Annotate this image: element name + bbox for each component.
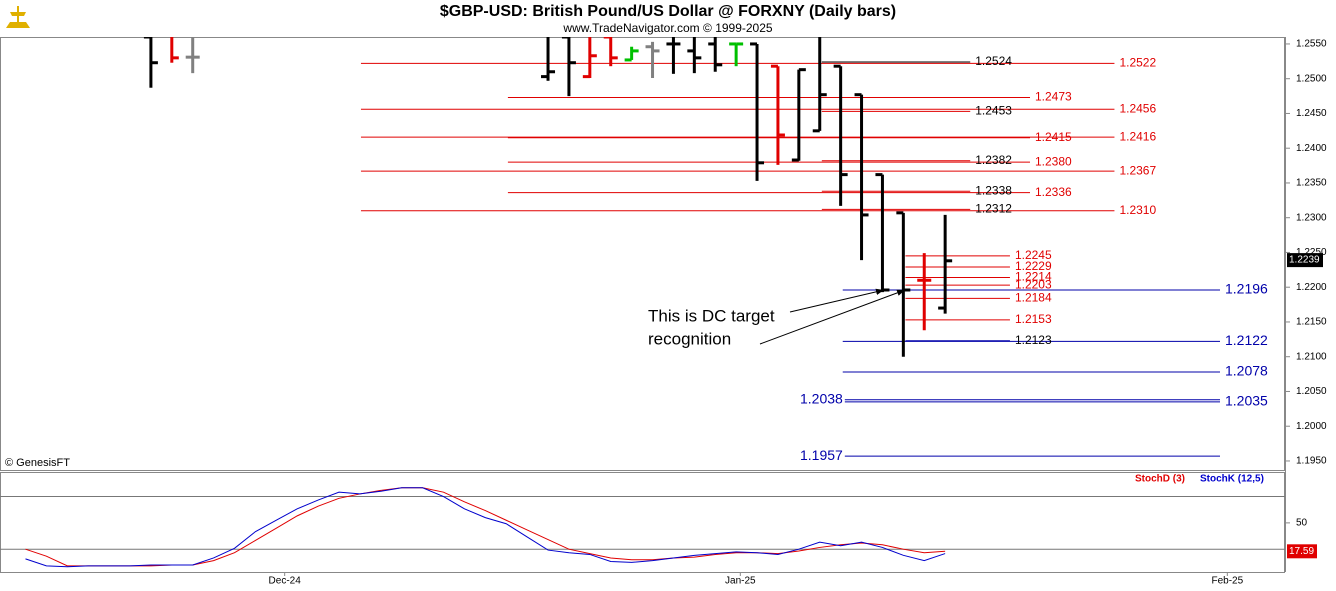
- credit: © GenesisFT: [5, 457, 70, 469]
- last-price-box: [1287, 253, 1323, 268]
- y-tick-label: 1.2000: [1296, 421, 1327, 432]
- arrow: [759, 289, 906, 345]
- annotation: This is DC target: [648, 306, 775, 325]
- annotation: recognition: [648, 329, 731, 348]
- level-label: 1.2524: [975, 54, 1012, 68]
- level-label: 1.1957: [800, 447, 843, 463]
- level-label: 1.2453: [975, 104, 1012, 118]
- level-label: 1.2415: [1035, 130, 1072, 144]
- price-plot: 1.2522 1.2456 1.2416 1.2367 1.2310 1.2473 1.24…: [143, 37, 1268, 463]
- y-tick-label: 1.2100: [1296, 351, 1327, 362]
- y-tick-label: 1.2200: [1296, 282, 1327, 293]
- stoch-line: [25, 487, 946, 568]
- price-panel: [0, 37, 1285, 471]
- stoch-plot: [0, 487, 1285, 568]
- arrow: [789, 288, 885, 313]
- level-label: 1.2338: [975, 183, 1012, 197]
- level-label: 1.2229: [1015, 259, 1052, 273]
- level-label: 1.2312: [975, 202, 1012, 216]
- level-label: 1.2245: [1015, 248, 1052, 262]
- level-label: 1.2522: [1119, 56, 1156, 70]
- level-label: 1.2196: [1225, 281, 1268, 297]
- level-label: 1.2203: [1015, 277, 1052, 291]
- legend-entry: StochD (3): [1135, 474, 1185, 485]
- y-tick-label: 1.2550: [1296, 39, 1327, 50]
- y-tick-label: 1.2300: [1296, 212, 1327, 223]
- y-tick-label: 1.2250: [1296, 247, 1327, 258]
- y-tick-label: 1.2150: [1296, 317, 1327, 328]
- level-label: 1.2336: [1035, 185, 1072, 199]
- y-tick-label: 1.2050: [1296, 386, 1327, 397]
- y-tick-label: 1.2450: [1296, 108, 1327, 119]
- last-value-label: 17.59: [1289, 546, 1314, 557]
- level-label: 1.2367: [1119, 163, 1156, 177]
- level-label: 1.2153: [1015, 312, 1052, 326]
- legend-entry: StochK (12,5): [1200, 474, 1264, 485]
- level-label: 1.2456: [1119, 101, 1156, 115]
- level-label: 1.2473: [1035, 90, 1072, 104]
- chart-title: $GBP-USD: British Pound/US Dollar @ FORX…: [440, 3, 896, 20]
- level-label: 1.2310: [1119, 203, 1156, 217]
- level-label: 1.2380: [1035, 154, 1072, 168]
- last-value-box: [1287, 544, 1317, 559]
- last-price-label: 1.2239: [1289, 255, 1320, 266]
- level-label: 1.2035: [1225, 393, 1268, 409]
- y-tick-label: 1.2350: [1296, 178, 1327, 189]
- level-label: 1.2214: [1015, 270, 1052, 284]
- x-tick-label: Jan-25: [725, 576, 756, 587]
- y-tick-label: 1.1950: [1296, 456, 1327, 467]
- header: [0, 0, 1336, 37]
- level-label: 1.2123: [1015, 333, 1052, 347]
- y-tick-label: 1.2500: [1296, 73, 1327, 84]
- level-label: 1.2416: [1119, 129, 1156, 143]
- level-label: 1.2382: [975, 153, 1012, 167]
- level-label: 1.2078: [1225, 363, 1268, 379]
- axes: 1.1950 1.2000 1.2050 1.2100 1.2150 1.2200 1.22…: [269, 39, 1327, 587]
- y-tick-label: 1.2400: [1296, 143, 1327, 154]
- x-tick-label: Feb-25: [1211, 576, 1243, 587]
- x-tick-label: Dec-24: [269, 576, 302, 587]
- price-axis: [1285, 37, 1336, 591]
- logo: [6, 6, 30, 28]
- level-label: 1.2184: [1015, 291, 1052, 305]
- y-tick-label: 50: [1296, 518, 1308, 529]
- chart-subtitle: www.TradeNavigator.com © 1999-2025: [562, 21, 772, 35]
- stoch-panel: [0, 472, 1285, 573]
- level-label: 1.2122: [1225, 332, 1268, 348]
- level-label: 1.2038: [800, 391, 843, 407]
